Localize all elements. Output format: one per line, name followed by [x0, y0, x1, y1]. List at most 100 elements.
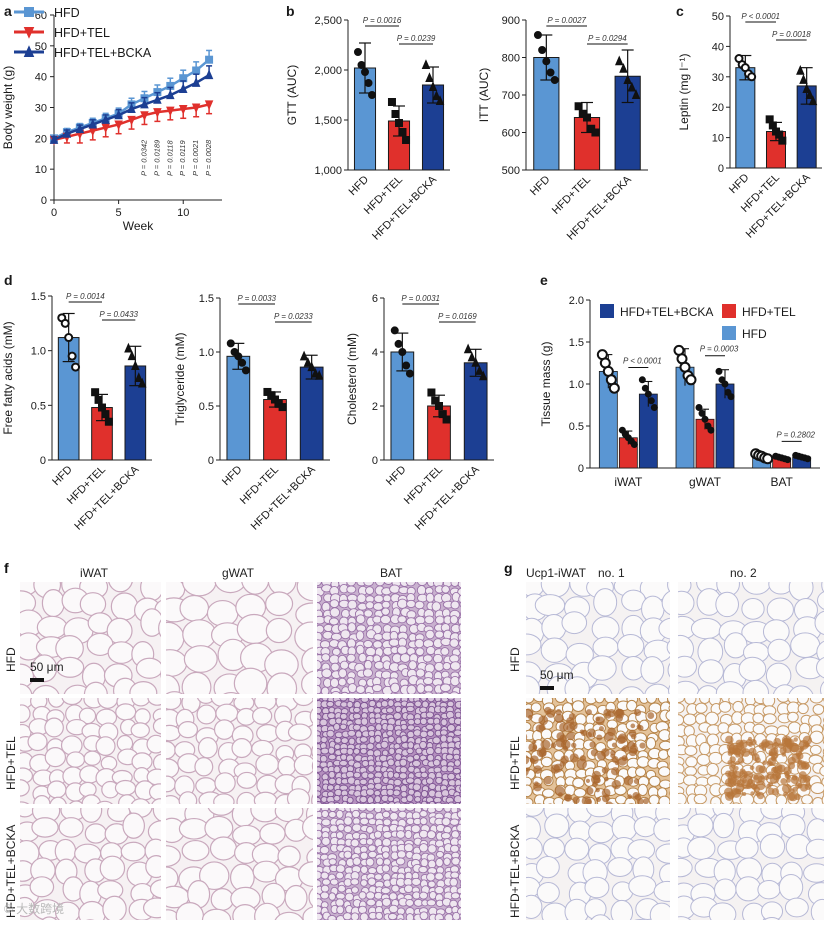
data-point-d3	[403, 362, 410, 369]
ihc-image-no2-hfd	[678, 582, 824, 694]
data-point-b2	[547, 69, 554, 76]
panel-label-d: d	[4, 272, 13, 288]
data-point-e	[699, 410, 705, 416]
p-value-d1: P = 0.0433	[99, 310, 138, 319]
ihc-image-no1-hfd-tel-bcka	[526, 808, 670, 920]
data-point-e	[708, 427, 714, 433]
data-point-d1	[102, 411, 109, 418]
y-tick-label-b2: 500	[502, 165, 520, 177]
data-point-b1	[422, 61, 429, 69]
histology-image-bat-hfd-tel-bcka	[317, 808, 461, 920]
data-point-c	[748, 73, 755, 80]
data-point-e	[722, 381, 728, 387]
histo-f-col-iwat: iWAT	[80, 566, 108, 580]
data-point-d2	[242, 367, 249, 374]
data-point-b1	[362, 69, 369, 76]
data-point-e	[716, 368, 722, 374]
data-point-a	[206, 71, 213, 79]
x-tick-label-b1: HFD	[347, 174, 372, 199]
p-value-b2: P = 0.0294	[588, 34, 627, 43]
x-tick-label-e-gwat: gWAT	[689, 475, 722, 489]
histology-image-gwat-hfd-tel-bcka	[166, 808, 313, 920]
data-point-b1	[403, 137, 410, 144]
y-axis-label-a: Body weight (g)	[1, 66, 15, 149]
legend-swatch-e-hfd-tel	[722, 304, 736, 318]
data-point-b1	[369, 92, 376, 99]
data-point-d3	[436, 403, 443, 410]
p-value-e: P < 0.0001	[623, 356, 662, 365]
histology-image-gwat-hfd-tel	[166, 698, 313, 804]
legend-swatch-e-hfd	[722, 326, 736, 340]
panel-label-g: g	[504, 560, 513, 576]
y-tick-label-e: 0.5	[569, 421, 584, 433]
data-point-d3	[468, 353, 475, 361]
y-tick-label-d1: 0.5	[31, 400, 46, 412]
data-point-b2	[575, 103, 582, 110]
x-tick-label-d3: HFD	[384, 464, 409, 489]
data-point-d3	[406, 370, 413, 377]
x-tick-label-e-iwat: iWAT	[614, 475, 643, 489]
x-tick-label-d2: HFD	[220, 464, 245, 489]
p-value-annotation-a: P = 0.0342	[139, 139, 148, 176]
legend-label-hfd-tel: HFD+TEL	[54, 26, 110, 40]
data-point-b1	[426, 74, 433, 82]
data-point-e	[645, 391, 651, 397]
y-tick-label-d3: 6	[372, 293, 378, 305]
data-point-b2	[534, 32, 541, 39]
y-tick-label-a: 10	[35, 164, 47, 176]
data-point-e	[785, 457, 791, 463]
bar-d2-hfd-tel-bcka	[300, 367, 323, 460]
data-point-d3	[428, 389, 435, 396]
y-axis-label-d2: Triglyceride (mM)	[173, 333, 187, 426]
data-point-e	[610, 384, 619, 393]
y-tick-label-d2: 0	[208, 455, 214, 467]
y-axis-label-d3: Cholesterol (mM)	[345, 333, 359, 425]
data-point-d2	[235, 353, 242, 360]
panel-label-a: a	[4, 3, 12, 19]
y-tick-label-b2: 700	[502, 90, 520, 102]
y-tick-label-a: 40	[35, 72, 47, 84]
y-tick-label-c: 10	[712, 133, 724, 145]
y-tick-label-e: 0	[578, 463, 584, 475]
data-point-e	[648, 398, 654, 404]
p-value-b2: P = 0.0027	[547, 16, 586, 25]
y-axis-label-e: Tissue mass (g)	[539, 342, 553, 427]
y-tick-label-d2: 1.0	[199, 347, 214, 359]
ihc-image-no2-hfd-tel-bcka	[678, 808, 824, 920]
y-tick-label-c: 40	[712, 41, 724, 53]
data-point-b1	[392, 111, 399, 118]
legend-label-e-hfd: HFD	[742, 327, 767, 341]
data-point-e	[728, 394, 734, 400]
y-tick-label-e: 1.0	[569, 379, 584, 391]
y-tick-label-b2: 800	[502, 53, 520, 65]
p-value-annotation-a: P = 0.0119	[178, 140, 187, 176]
data-point-d2	[239, 359, 246, 366]
y-tick-label-c: 30	[712, 72, 724, 84]
data-point-d1	[92, 389, 99, 396]
data-point-b2	[592, 129, 599, 136]
histology-image-bat-hfd-tel	[317, 698, 461, 804]
y-axis-label-b2: ITT (AUC)	[477, 68, 491, 122]
x-tick-label-d2: HFD+TEL+BCKA	[249, 463, 318, 532]
x-tick-label-b1: HFD+TEL+BCKA	[370, 173, 439, 242]
scale-bar-g	[540, 686, 554, 690]
panel-label-c: c	[676, 3, 684, 19]
x-tick-label-a: 5	[116, 207, 122, 219]
histo-g-row-hfd-tel-bcka: HFD+TEL+BCKA	[508, 825, 522, 918]
data-point-b2	[543, 58, 550, 65]
x-axis-label-a: Week	[123, 219, 154, 233]
scale-label-g: 50 μm	[540, 668, 574, 682]
data-point-e	[702, 416, 708, 422]
tissue-texture	[678, 808, 824, 920]
data-point-b1	[399, 129, 406, 136]
data-point-b1	[396, 120, 403, 127]
y-tick-label-d2: 1.5	[199, 293, 214, 305]
histology-image-iwat-hfd-tel	[20, 698, 161, 804]
legend-label-e-hfd-tel: HFD+TEL	[742, 305, 796, 319]
data-point-e	[642, 385, 648, 391]
y-tick-label-d1: 1.0	[31, 346, 46, 358]
y-tick-label-d3: 4	[372, 347, 378, 359]
data-point-a	[193, 67, 200, 74]
data-point-b1	[365, 80, 372, 87]
histo-g-row-hfd: HFD	[508, 647, 522, 672]
